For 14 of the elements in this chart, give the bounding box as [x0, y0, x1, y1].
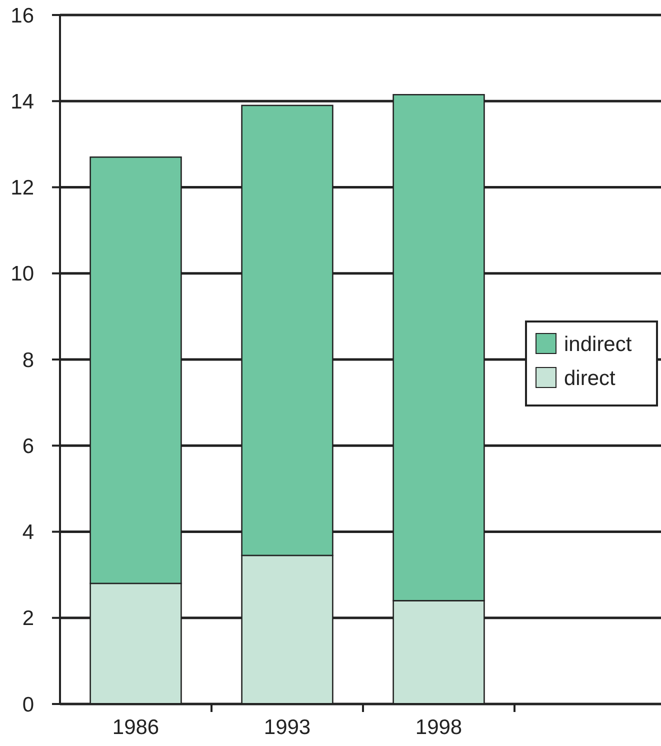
y-tick-label: 4	[22, 521, 34, 544]
y-tick-label: 8	[22, 348, 34, 372]
y-tick-label: 10	[10, 262, 34, 286]
y-tick-label: 6	[22, 434, 34, 458]
legend-label: direct	[564, 366, 616, 390]
legend-label: indirect	[564, 332, 632, 356]
y-tick-label: 0	[22, 693, 34, 716]
y-tick-label: 14	[10, 90, 34, 114]
x-tick-label: 1998	[415, 716, 462, 739]
x-tick-label: 1993	[264, 716, 311, 739]
x-tick-label: 1986	[112, 716, 160, 739]
y-tick-label: 2	[22, 607, 34, 630]
y-tick-label: 16	[10, 4, 34, 28]
y-tick-label: 12	[10, 176, 34, 200]
